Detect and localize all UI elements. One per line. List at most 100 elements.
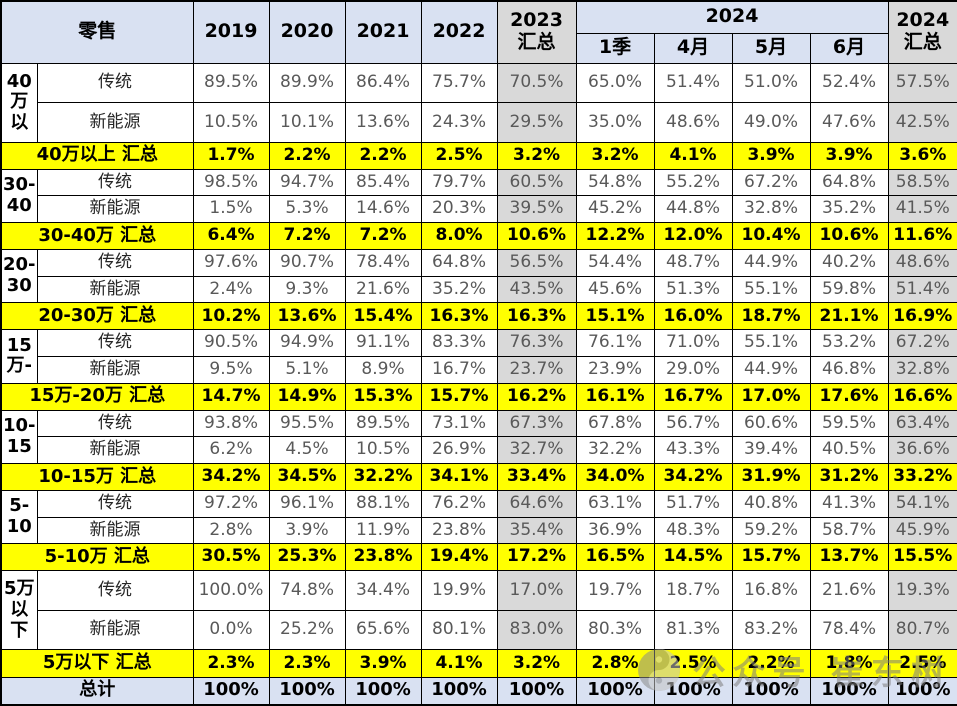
table-row: 新能源 10.5% 10.1% 13.6% 24.3% 29.5% 35.0% 48.6% 49… [1, 102, 957, 143]
table-cell: 3.9% [809, 141, 889, 170]
column-header-2024-summary: 2024 汇总 [887, 0, 957, 64]
table-row: 30- 40 传统 98.5% 94.7% 85.4% 79.7% 60.5% 54.8% 55… [0, 168, 957, 223]
table-cell: 55.2% [653, 168, 733, 197]
table-cell: 2.5% [653, 649, 733, 678]
table-cell: 7.2% [268, 221, 346, 251]
table-row: 5万 以下 传统 100.0% 74.8% 34.4% 19.9% 17.0% 19.7% 18… [0, 570, 957, 651]
table-cell: 11.6% [887, 221, 957, 251]
table-cell: 75.7% [420, 62, 498, 104]
table-cell: 59.5% [809, 409, 889, 438]
table-cell: 3.9% [344, 649, 422, 678]
table-cell: 17.0% [731, 382, 811, 411]
table-cell: 29.0% [653, 355, 733, 384]
table-cell: 33.4% [496, 462, 577, 492]
table-cell: 2.8% [192, 516, 270, 545]
table-cell: 14.7% [192, 382, 270, 411]
table-cell: 10.2% [192, 302, 270, 331]
table-row: 10- 15 传统 93.8% 95.5% 89.5% 73.1% 67.3% 67.8% 56… [0, 409, 957, 464]
summary-row: 10-15万 汇总 34.2% 34.5% 32.2% 34.1% 33.4% 34.0% 3… [0, 462, 957, 492]
table-cell: 56.5% [496, 249, 577, 277]
table-cell: 54.1% [887, 490, 957, 518]
category-label: 新能源 [36, 275, 194, 304]
table-cell: 35.0% [575, 102, 655, 143]
table-cell: 34.0% [575, 462, 655, 492]
table-cell: 2.8% [575, 649, 655, 678]
category-label: 新能源 [36, 436, 194, 464]
table-cell: 19.7% [575, 570, 655, 611]
table-cell: 4.5% [268, 436, 346, 464]
table-cell: 19.9% [420, 570, 498, 611]
table-cell: 32.2% [344, 462, 422, 492]
column-header-2021: 2021 [344, 0, 422, 64]
table-cell: 73.1% [420, 409, 498, 438]
table-cell: 31.2% [809, 462, 889, 492]
table-cell: 35.2% [809, 195, 889, 223]
table-cell: 13.6% [344, 102, 422, 143]
table-cell: 15.7% [731, 543, 811, 572]
table-cell: 51.0% [731, 62, 811, 104]
table-cell: 98.5% [192, 168, 270, 197]
table-row: 新能源 9.5% 5.1% 8.9% 16.7% 23.7% 23.9% 29.0% 44.9%… [1, 355, 957, 384]
table-cell: 25.2% [268, 609, 346, 651]
summary-row-label: 20-30万 汇总 [0, 302, 194, 331]
table-cell: 7.2% [344, 221, 422, 251]
table-cell: 65.6% [344, 609, 422, 651]
table-cell: 78.4% [344, 249, 422, 277]
table-cell: 89.9% [268, 62, 346, 104]
table-cell: 45.9% [887, 516, 957, 545]
table-cell: 8.0% [420, 221, 498, 251]
table-cell: 33.2% [887, 462, 957, 492]
table-cell: 76.3% [496, 329, 577, 357]
table-cell: 23.9% [575, 355, 655, 384]
table-cell: 21.6% [809, 570, 889, 611]
table-cell: 4.1% [653, 141, 733, 170]
table-cell: 39.4% [731, 436, 811, 464]
table-cell: 13.7% [809, 543, 889, 572]
table-cell: 100.0% [192, 570, 270, 611]
table-cell: 44.8% [653, 195, 733, 223]
table-cell: 76.1% [575, 329, 655, 357]
table-cell: 54.4% [575, 249, 655, 277]
category-label: 新能源 [36, 102, 194, 143]
column-header-2019: 2019 [192, 0, 270, 64]
table-cell: 14.5% [653, 543, 733, 572]
table-cell: 16.9% [887, 302, 957, 331]
table-cell: 18.7% [731, 302, 811, 331]
table-cell: 29.5% [496, 102, 577, 143]
table-cell: 34.2% [192, 462, 270, 492]
table-cell: 70.5% [496, 62, 577, 104]
table-cell: 80.7% [887, 609, 957, 651]
table-cell: 30.5% [192, 543, 270, 572]
table-row: 40 万以 传统 89.5% 89.9% 86.4% 75.7% 70.5% 65.0% 51.… [0, 62, 957, 143]
column-header-2023-summary: 2023 汇总 [496, 0, 577, 64]
category-label: 新能源 [36, 355, 194, 384]
table-cell: 63.4% [887, 409, 957, 438]
table-cell: 83.2% [731, 609, 811, 651]
table-cell: 15.4% [344, 302, 422, 331]
table-cell: 71.0% [653, 329, 733, 357]
summary-row: 40万以上 汇总 1.7% 2.2% 2.2% 2.5% 3.2% 3.2% 4.1% 3.9%… [0, 141, 957, 170]
table-cell: 16.3% [420, 302, 498, 331]
category-label: 传统 [36, 409, 194, 438]
category-label: 传统 [36, 329, 194, 357]
table-cell: 16.0% [653, 302, 733, 331]
table-cell: 100% [268, 676, 346, 706]
table-cell: 16.5% [575, 543, 655, 572]
table-cell: 17.6% [809, 382, 889, 411]
column-header-q1: 1季 [575, 32, 655, 64]
category-label: 传统 [36, 570, 194, 611]
table-cell: 2.5% [420, 141, 498, 170]
table-cell: 15.3% [344, 382, 422, 411]
table-cell: 94.7% [268, 168, 346, 197]
table-cell: 74.8% [268, 570, 346, 611]
row-group-label: 5万 以下 [0, 570, 38, 651]
table-cell: 2.2% [731, 649, 811, 678]
table-cell: 2.3% [192, 649, 270, 678]
table-cell: 96.1% [268, 490, 346, 518]
table-cell: 6.4% [192, 221, 270, 251]
table-cell: 19.4% [420, 543, 498, 572]
table-cell: 3.2% [575, 141, 655, 170]
table-cell: 34.4% [344, 570, 422, 611]
table-row: 新能源 6.2% 4.5% 10.5% 26.9% 32.7% 32.2% 43.3% 39.4… [1, 436, 957, 464]
